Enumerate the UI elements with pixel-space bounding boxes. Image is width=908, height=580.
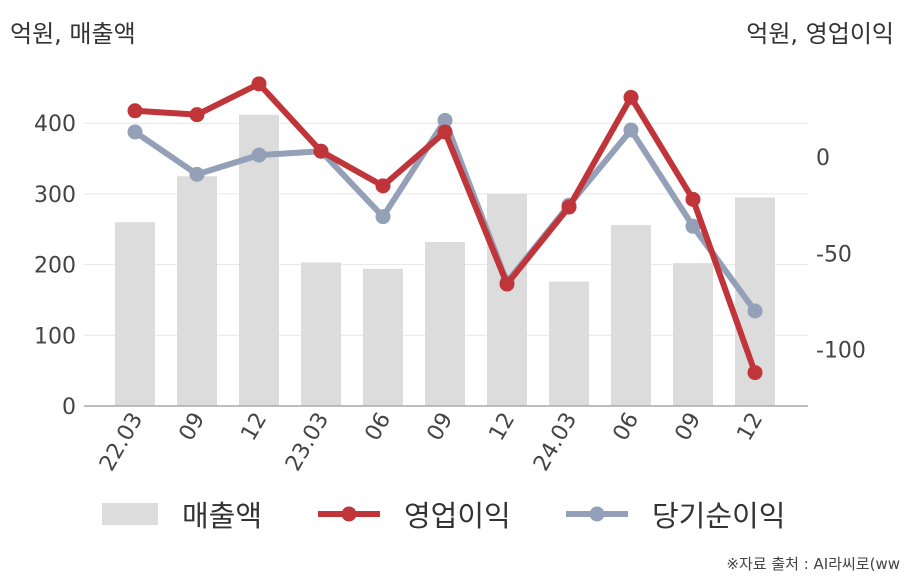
x-tick-label: 09 bbox=[671, 409, 707, 446]
operating-profit-point bbox=[499, 276, 515, 292]
x-tick-label: 12 bbox=[485, 409, 521, 446]
operating-profit-point bbox=[127, 103, 143, 119]
profit-lines bbox=[127, 76, 763, 381]
operating-profit-point bbox=[189, 107, 205, 123]
right-y-tick-label: 0 bbox=[816, 146, 830, 171]
net-profit-point bbox=[623, 122, 639, 138]
left-y-axis: 0 100 200 300 400 bbox=[34, 112, 76, 420]
net-profit-point bbox=[747, 303, 763, 319]
operating-profit-point bbox=[375, 178, 391, 194]
x-tick-label: 09 bbox=[423, 409, 459, 446]
revenue-bar bbox=[239, 114, 279, 406]
x-tick-label: 24.03 bbox=[529, 409, 582, 476]
net-profit-point bbox=[189, 166, 205, 182]
legend-label-revenue: 매출액 bbox=[182, 499, 263, 533]
net-profit-point bbox=[437, 112, 453, 128]
legend-label-net-profit: 당기순이익 bbox=[652, 499, 786, 533]
revenue-bar bbox=[301, 262, 341, 406]
revenue-bar bbox=[549, 281, 589, 406]
left-y-tick-label: 200 bbox=[34, 254, 76, 279]
legend-item-net-profit: 당기순이익 bbox=[566, 494, 785, 534]
x-tick-label: 23.03 bbox=[281, 409, 334, 476]
operating-profit-point bbox=[685, 191, 701, 207]
right-axis-unit-label: 억원, 영업이익 bbox=[746, 20, 894, 48]
revenue-bar bbox=[115, 222, 155, 406]
x-tick-label: 12 bbox=[733, 409, 769, 446]
revenue-bar bbox=[363, 268, 403, 406]
left-y-tick-label: 100 bbox=[34, 324, 76, 349]
x-tick-label: 22.03 bbox=[95, 409, 148, 476]
legend-item-revenue: 매출액 bbox=[102, 494, 262, 534]
x-tick-label: 06 bbox=[609, 409, 645, 446]
source-note: ※자료 출처 : AI라씨로(ww bbox=[726, 555, 900, 573]
operating-profit-point bbox=[561, 199, 577, 215]
net-profit-point bbox=[685, 218, 701, 234]
right-y-axis: 0 -50 -100 bbox=[816, 146, 866, 364]
legend-label-operating-profit: 영업이익 bbox=[404, 499, 511, 533]
operating-profit-point bbox=[437, 124, 453, 140]
x-tick-label: 09 bbox=[175, 409, 211, 446]
revenue-swatch bbox=[102, 503, 158, 525]
right-y-tick-label: -100 bbox=[816, 339, 866, 364]
operating-profit-swatch bbox=[318, 506, 380, 522]
revenue-bars bbox=[115, 114, 775, 406]
operating-profit-point bbox=[251, 76, 267, 92]
left-y-tick-label: 300 bbox=[34, 183, 76, 208]
x-axis-labels: 22.03 09 12 23.03 06 09 12 24.03 06 09 12 bbox=[95, 409, 768, 476]
left-axis-unit-label: 억원, 매출액 bbox=[10, 20, 136, 48]
left-y-tick-label: 0 bbox=[62, 395, 76, 420]
operating-profit-point bbox=[313, 143, 329, 159]
revenue-bar bbox=[425, 241, 465, 406]
revenue-bar bbox=[487, 193, 527, 406]
revenue-bar bbox=[177, 176, 217, 406]
operating-profit-point bbox=[747, 365, 763, 381]
operating-profit-point bbox=[623, 89, 639, 105]
right-y-tick-label: -50 bbox=[816, 242, 852, 267]
net-profit-swatch bbox=[566, 506, 628, 522]
x-tick-label: 12 bbox=[237, 409, 273, 446]
net-profit-point bbox=[375, 209, 391, 225]
left-y-tick-label: 400 bbox=[34, 112, 76, 137]
net-profit-point bbox=[127, 124, 143, 140]
net-profit-point bbox=[251, 147, 267, 163]
legend-item-operating-profit: 영업이익 bbox=[318, 494, 511, 534]
x-tick-label: 06 bbox=[361, 409, 397, 446]
revenue-bar bbox=[611, 225, 651, 406]
revenue-bar bbox=[673, 263, 713, 406]
